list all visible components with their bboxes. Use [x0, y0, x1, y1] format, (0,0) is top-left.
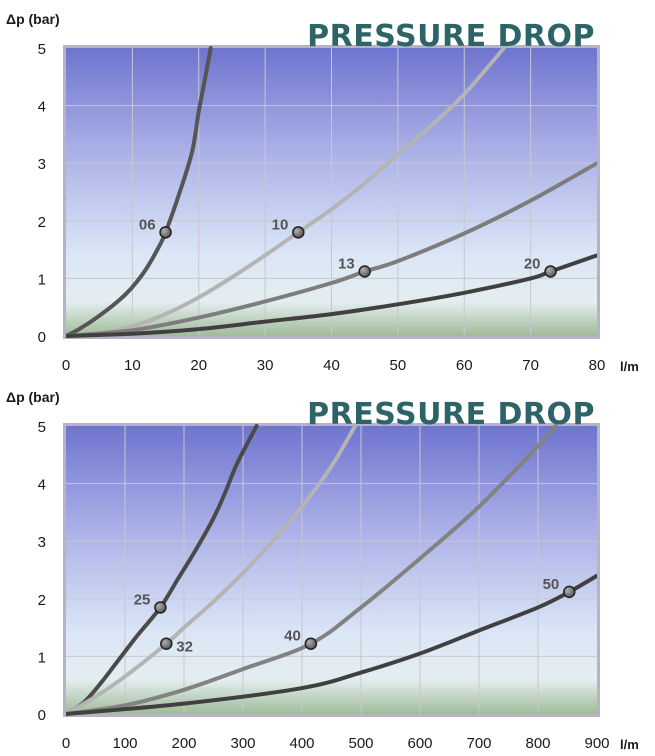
series-marker-32	[160, 637, 173, 650]
y-tick-label: 0	[38, 329, 46, 346]
y-tick-label: 2	[38, 214, 46, 231]
y-axis-label: Δp (bar)	[6, 11, 60, 27]
x-tick-label: 500	[348, 735, 373, 752]
x-tick-label: 30	[257, 357, 274, 374]
series-line-20	[66, 253, 597, 338]
y-tick-label: 1	[38, 649, 46, 666]
series-label-13: 13	[338, 255, 355, 272]
x-tick-label: 10	[124, 357, 141, 374]
series-line-32	[66, 424, 358, 716]
plot-area	[66, 426, 597, 714]
series-label-20: 20	[524, 255, 541, 272]
y-axis-label: Δp (bar)	[6, 389, 60, 405]
x-tick-label: 300	[230, 735, 255, 752]
pressure-drop-chart-large: 0 1 2 3 4 5 0 100 200 300 400 500 600 700 800 900 Δp (ba…	[0, 378, 655, 756]
x-tick-label: 800	[525, 735, 550, 752]
x-tick-label: 400	[289, 735, 314, 752]
series-label-10: 10	[272, 216, 289, 233]
series-line-10	[66, 46, 507, 338]
x-tick-label: 900	[584, 735, 609, 752]
pressure-drop-chart-small: 0 1 2 3 4 5 0 10 20 30 40 50 60 70 80 Δp (bar) l/m PRESSU…	[6, 11, 639, 374]
chart-title: PRESSURE DROP	[307, 397, 595, 432]
series-line-13	[66, 161, 597, 338]
y-tick-label: 3	[38, 534, 46, 551]
y-tick-label: 3	[38, 156, 46, 173]
x-tick-label: 200	[171, 735, 196, 752]
series-marker-06	[159, 226, 172, 239]
series-label-50: 50	[543, 576, 560, 593]
series-label-32: 32	[176, 639, 193, 656]
series-marker-10	[292, 226, 305, 239]
series-line-25	[66, 424, 259, 716]
series-label-06: 06	[139, 216, 156, 233]
series-marker-13	[358, 265, 371, 278]
y-tick-label: 5	[38, 41, 46, 58]
x-axis-label: l/m	[620, 359, 639, 374]
series-line-40	[66, 424, 558, 716]
x-tick-label: 600	[407, 735, 432, 752]
series-label-25: 25	[134, 591, 151, 608]
series-marker-50	[563, 585, 576, 599]
x-tick-label: 80	[589, 357, 606, 374]
y-tick-label: 5	[38, 419, 46, 436]
y-tick-label: 1	[38, 271, 46, 288]
x-tick-label: 50	[390, 357, 407, 374]
x-tick-label: 20	[190, 357, 207, 374]
x-tick-label: 100	[112, 735, 137, 752]
series-marker-25	[154, 601, 167, 614]
y-tick-label: 2	[38, 592, 46, 609]
x-tick-label: 0	[62, 735, 70, 752]
x-axis-label: l/m	[620, 737, 639, 752]
x-tick-label: 40	[323, 357, 340, 374]
chart-title: PRESSURE DROP	[307, 19, 595, 54]
x-tick-label: 70	[522, 357, 539, 374]
y-tick-label: 0	[38, 707, 46, 724]
x-tick-label: 0	[62, 357, 70, 374]
series-line-50	[66, 573, 597, 716]
x-tick-label: 700	[466, 735, 491, 752]
y-tick-label: 4	[38, 99, 46, 116]
y-tick-label: 4	[38, 477, 46, 494]
series-label-40: 40	[284, 628, 301, 645]
series-line-06	[66, 46, 213, 338]
series-marker-20	[544, 265, 557, 278]
x-tick-label: 60	[456, 357, 473, 374]
series-marker-40	[304, 637, 318, 650]
